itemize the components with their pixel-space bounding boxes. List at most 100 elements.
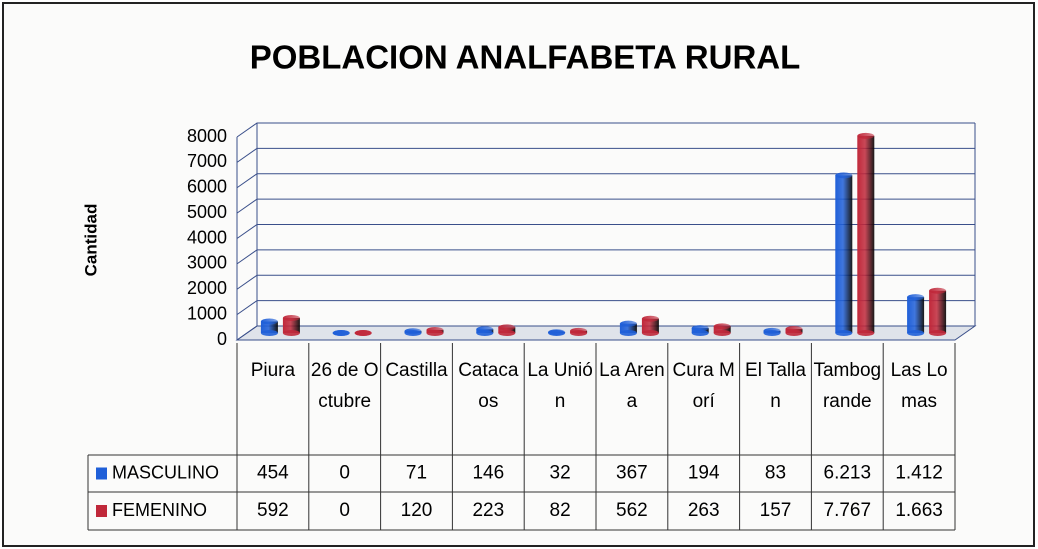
x-tick-label: Piura — [250, 360, 296, 381]
bar-base — [763, 330, 781, 336]
bar — [691, 325, 709, 336]
bar-body — [857, 135, 875, 333]
data-label: 0 — [339, 463, 350, 484]
grid-line — [236, 224, 975, 239]
bar-base — [260, 330, 278, 336]
y-tick-label: 6000 — [187, 177, 227, 197]
chart-title: POBLACION ANALFABETA RURAL — [250, 39, 801, 76]
bar — [260, 318, 278, 336]
x-tick-label: 26 de Octubre — [310, 360, 379, 412]
bar — [641, 315, 659, 336]
y-tick-label: 4000 — [187, 227, 227, 247]
bar-top — [835, 172, 853, 179]
bar-base — [354, 330, 372, 336]
x-tick-label: Tambogrande — [813, 360, 882, 412]
y-tick-label: 7000 — [187, 151, 227, 171]
bar — [785, 326, 803, 336]
grid-line — [236, 147, 975, 163]
bar-top — [713, 323, 731, 330]
bar-base — [857, 330, 875, 336]
data-label: 592 — [257, 500, 289, 521]
data-label: 83 — [765, 463, 786, 484]
bar — [763, 327, 781, 336]
bar-base — [619, 330, 637, 336]
bar — [713, 323, 731, 336]
bar-body — [282, 317, 300, 333]
bar — [426, 326, 444, 336]
bar-top — [907, 294, 925, 301]
bar — [476, 326, 494, 336]
y-tick-label: 2000 — [187, 278, 227, 298]
data-label: 223 — [472, 500, 504, 521]
bar-top — [260, 318, 278, 325]
y-tick-label: 1000 — [187, 303, 227, 323]
legend-swatch — [96, 505, 107, 517]
grid-line — [236, 122, 975, 138]
x-tick-label: Las Lomas — [890, 360, 948, 412]
bar-top — [929, 287, 947, 294]
bar-body — [713, 326, 731, 333]
bar — [404, 328, 422, 336]
x-tick-label-box: La Arena — [599, 360, 665, 412]
x-tick-label-box: Las Lomas — [890, 360, 948, 412]
bar-body — [641, 318, 659, 333]
bar — [619, 320, 637, 336]
data-label: 157 — [760, 500, 792, 521]
bar — [857, 132, 875, 336]
legend-swatch — [96, 467, 107, 480]
bar-top — [498, 324, 516, 331]
bar-base — [570, 330, 588, 336]
x-tick-label-box: Castilla — [385, 360, 447, 381]
x-tick-label-box: Piura — [250, 360, 296, 381]
data-label: 71 — [406, 463, 427, 484]
x-tick-label-box: Cura Morí — [672, 360, 735, 412]
x-tick-label: La Arena — [599, 360, 665, 412]
bar — [570, 327, 588, 336]
y-tick-label: 5000 — [187, 202, 227, 222]
bar — [835, 172, 853, 336]
bar-top — [619, 320, 637, 327]
bar-base — [282, 330, 300, 336]
grid-line — [236, 274, 975, 290]
x-tick-label-box: La Unión — [527, 360, 593, 412]
data-label: 263 — [688, 500, 720, 521]
data-label: 146 — [472, 463, 504, 484]
bar-base — [691, 330, 709, 336]
bar-body — [260, 321, 278, 333]
bar-base — [785, 330, 803, 336]
grid-line — [236, 325, 975, 341]
data-label: 32 — [550, 463, 571, 484]
grid-line — [236, 198, 975, 214]
data-label: 0 — [339, 500, 350, 521]
y-tick-label: 3000 — [187, 253, 227, 273]
data-label: 1.663 — [895, 500, 943, 521]
grid-line — [236, 300, 975, 316]
data-label: 367 — [616, 463, 648, 484]
bar-base — [835, 330, 853, 336]
y-tick-label: 0 — [217, 329, 227, 349]
bar-top — [857, 132, 875, 139]
bar — [548, 329, 566, 336]
y-tick-label: 8000 — [187, 126, 227, 146]
x-tick-label-box: Catacaos — [458, 360, 519, 412]
bar-base — [929, 330, 947, 336]
x-tick-label-box: Tambogrande — [813, 360, 882, 412]
bar — [332, 330, 350, 336]
bar-top — [282, 314, 300, 321]
x-tick-label: Catacaos — [458, 360, 519, 412]
x-tick-label-box: 26 de Octubre — [310, 360, 379, 412]
grid-line — [236, 173, 975, 189]
data-label: 7.767 — [824, 500, 872, 521]
x-tick-label: Cura Morí — [672, 360, 735, 412]
x-tick-label: El Tallan — [745, 360, 806, 412]
bar — [907, 294, 925, 336]
data-label: 1.412 — [895, 463, 943, 484]
data-label: 82 — [550, 500, 571, 521]
data-label: 6.213 — [824, 463, 872, 484]
bar-body — [619, 323, 637, 333]
bar-body — [907, 297, 925, 333]
data-label: 562 — [616, 500, 648, 521]
data-label: 454 — [257, 463, 289, 484]
x-tick-label-box: El Tallan — [745, 360, 806, 412]
